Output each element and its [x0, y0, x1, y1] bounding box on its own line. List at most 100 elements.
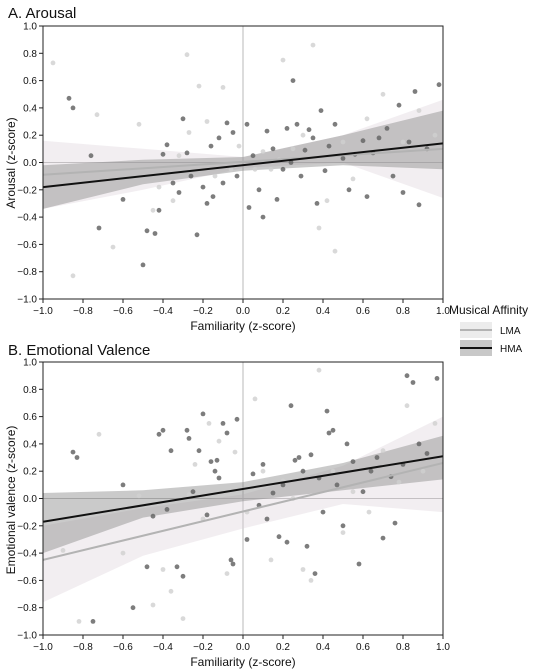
point-hma — [224, 120, 230, 126]
y-tick-label: −0.4 — [17, 213, 37, 224]
plot-area — [43, 362, 443, 635]
point-hma — [384, 125, 390, 131]
x-tick-label: 1.0 — [436, 642, 450, 653]
point-hma — [376, 135, 382, 141]
point-lma — [252, 166, 258, 172]
point-hma — [436, 82, 442, 88]
point-hma — [312, 571, 318, 576]
point-hma — [220, 180, 226, 186]
point-lma — [260, 149, 266, 155]
y-tick-label: 0.2 — [23, 131, 37, 142]
point-hma — [210, 194, 216, 200]
point-lma — [236, 143, 242, 149]
point-hma — [374, 455, 380, 460]
point-lma — [300, 132, 306, 138]
plot-area — [43, 26, 443, 299]
x-tick-label: 0.8 — [396, 306, 410, 317]
legend-label-hma: HMA — [500, 344, 523, 355]
point-lma — [432, 132, 438, 138]
legend-label-lma: LMA — [500, 326, 521, 337]
point-lma — [136, 121, 142, 127]
point-hma — [250, 153, 256, 159]
point-lma — [316, 225, 322, 231]
x-tick-label: 0.2 — [276, 306, 290, 317]
point-lma — [316, 367, 322, 373]
point-hma — [70, 105, 76, 111]
y-tick-label: 0.4 — [23, 103, 37, 114]
point-lma — [432, 421, 438, 426]
point-lma — [192, 462, 198, 467]
point-hma — [264, 128, 270, 134]
y-tick-label: −0.2 — [17, 185, 37, 196]
point-hma — [334, 482, 340, 488]
point-hma — [274, 197, 280, 202]
point-hma — [296, 455, 302, 460]
point-hma — [244, 121, 250, 127]
point-lma — [330, 468, 336, 474]
x-tick-label: 1.0 — [436, 306, 450, 317]
y-tick-label: 1.0 — [23, 22, 37, 33]
point-hma — [174, 564, 180, 570]
y-tick-label: 0.6 — [23, 412, 37, 423]
point-lma — [50, 60, 56, 66]
point-hma — [434, 376, 440, 381]
regression-line-lma — [43, 147, 443, 176]
point-lma — [160, 567, 166, 572]
point-hma — [284, 539, 290, 545]
point-hma — [90, 619, 96, 624]
point-hma — [314, 201, 320, 206]
confidence-band-lma — [43, 416, 443, 603]
point-hma — [396, 102, 402, 108]
point-hma — [190, 489, 196, 495]
point-hma — [326, 143, 332, 149]
point-lma — [184, 52, 190, 58]
point-hma — [350, 459, 356, 464]
point-hma — [156, 431, 162, 437]
point-hma — [346, 187, 352, 193]
point-hma — [140, 262, 146, 268]
point-hma — [234, 173, 240, 179]
x-tick-label: −0.2 — [193, 642, 213, 653]
point-hma — [326, 430, 332, 436]
x-tick-label: 0.6 — [356, 306, 370, 317]
x-tick-label: 0.4 — [316, 642, 330, 653]
point-hma — [344, 441, 350, 447]
point-hma — [204, 512, 210, 518]
point-hma — [304, 543, 310, 549]
x-tick-label: −0.2 — [193, 306, 213, 317]
regression-line-lma — [43, 462, 443, 561]
x-tick-label: 0.4 — [316, 306, 330, 317]
x-tick-label: 0.0 — [236, 306, 250, 317]
point-hma — [294, 121, 300, 127]
point-hma — [194, 232, 200, 238]
point-lma — [186, 492, 192, 497]
confidence-band-hma — [43, 110, 443, 209]
point-hma — [144, 564, 150, 570]
point-hma — [360, 489, 366, 495]
y-tick-label: −1.0 — [17, 295, 37, 306]
point-lma — [110, 244, 116, 250]
point-hma — [264, 516, 270, 522]
point-hma — [412, 89, 418, 94]
point-hma — [280, 166, 286, 172]
y-tick-label: 0.8 — [23, 49, 37, 60]
point-hma — [186, 436, 192, 441]
y-tick-label: 0.8 — [23, 385, 37, 396]
point-hma — [160, 151, 166, 157]
point-hma — [204, 201, 210, 206]
point-hma — [70, 449, 76, 455]
point-hma — [302, 147, 308, 153]
point-hma — [306, 127, 312, 133]
point-hma — [224, 430, 230, 436]
point-hma — [160, 427, 166, 433]
point-hma — [216, 135, 222, 141]
point-lma — [96, 431, 102, 437]
point-hma — [220, 421, 226, 426]
point-lma — [340, 530, 346, 535]
point-hma — [416, 202, 422, 208]
point-hma — [284, 125, 290, 131]
point-lma — [76, 619, 82, 624]
x-tick-label: −0.8 — [73, 306, 93, 317]
point-lma — [268, 557, 274, 563]
x-tick-label: −1.0 — [33, 306, 53, 317]
